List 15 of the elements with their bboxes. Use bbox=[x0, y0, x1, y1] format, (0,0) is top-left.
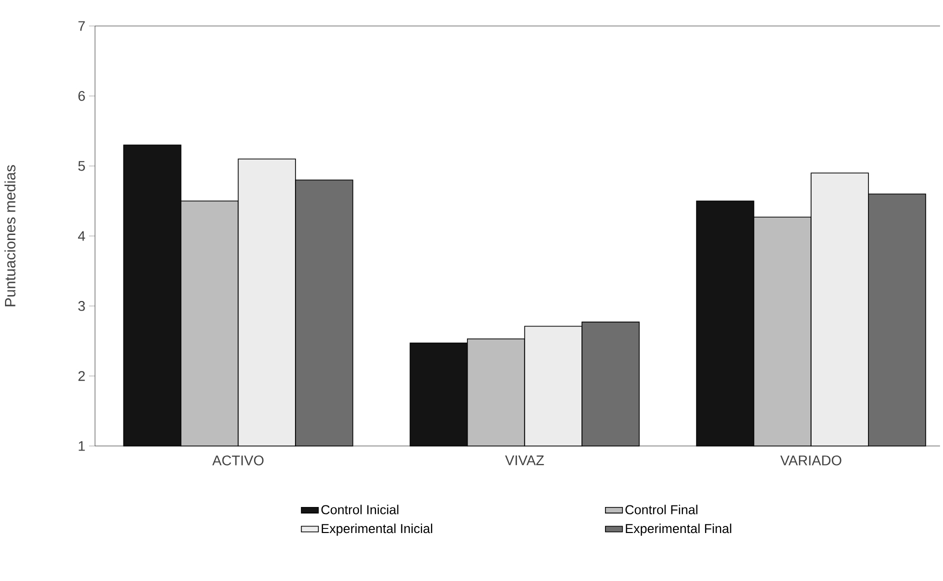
legend-label: Experimental Final bbox=[626, 524, 732, 536]
y-tick-label: 7 bbox=[78, 21, 85, 31]
x-tick-label: ACTIVO bbox=[212, 455, 264, 466]
legend-label: Experimental Inicial bbox=[322, 524, 432, 536]
legend-label: Control Inicial bbox=[321, 504, 398, 514]
x-tick-label: VARIADO bbox=[780, 455, 842, 466]
y-axis-title: Puntuaciones medias bbox=[4, 165, 16, 306]
y-tick-label: 2 bbox=[78, 371, 85, 381]
y-tick-label: 6 bbox=[78, 91, 85, 101]
y-tick-label: 3 bbox=[78, 301, 85, 311]
legend-label: Control Final bbox=[625, 504, 698, 514]
y-tick-label: 5 bbox=[78, 161, 85, 171]
x-tick-label: VIVAZ bbox=[505, 456, 544, 466]
y-tick-label: 4 bbox=[78, 231, 86, 241]
y-tick-label: 1 bbox=[78, 441, 85, 451]
